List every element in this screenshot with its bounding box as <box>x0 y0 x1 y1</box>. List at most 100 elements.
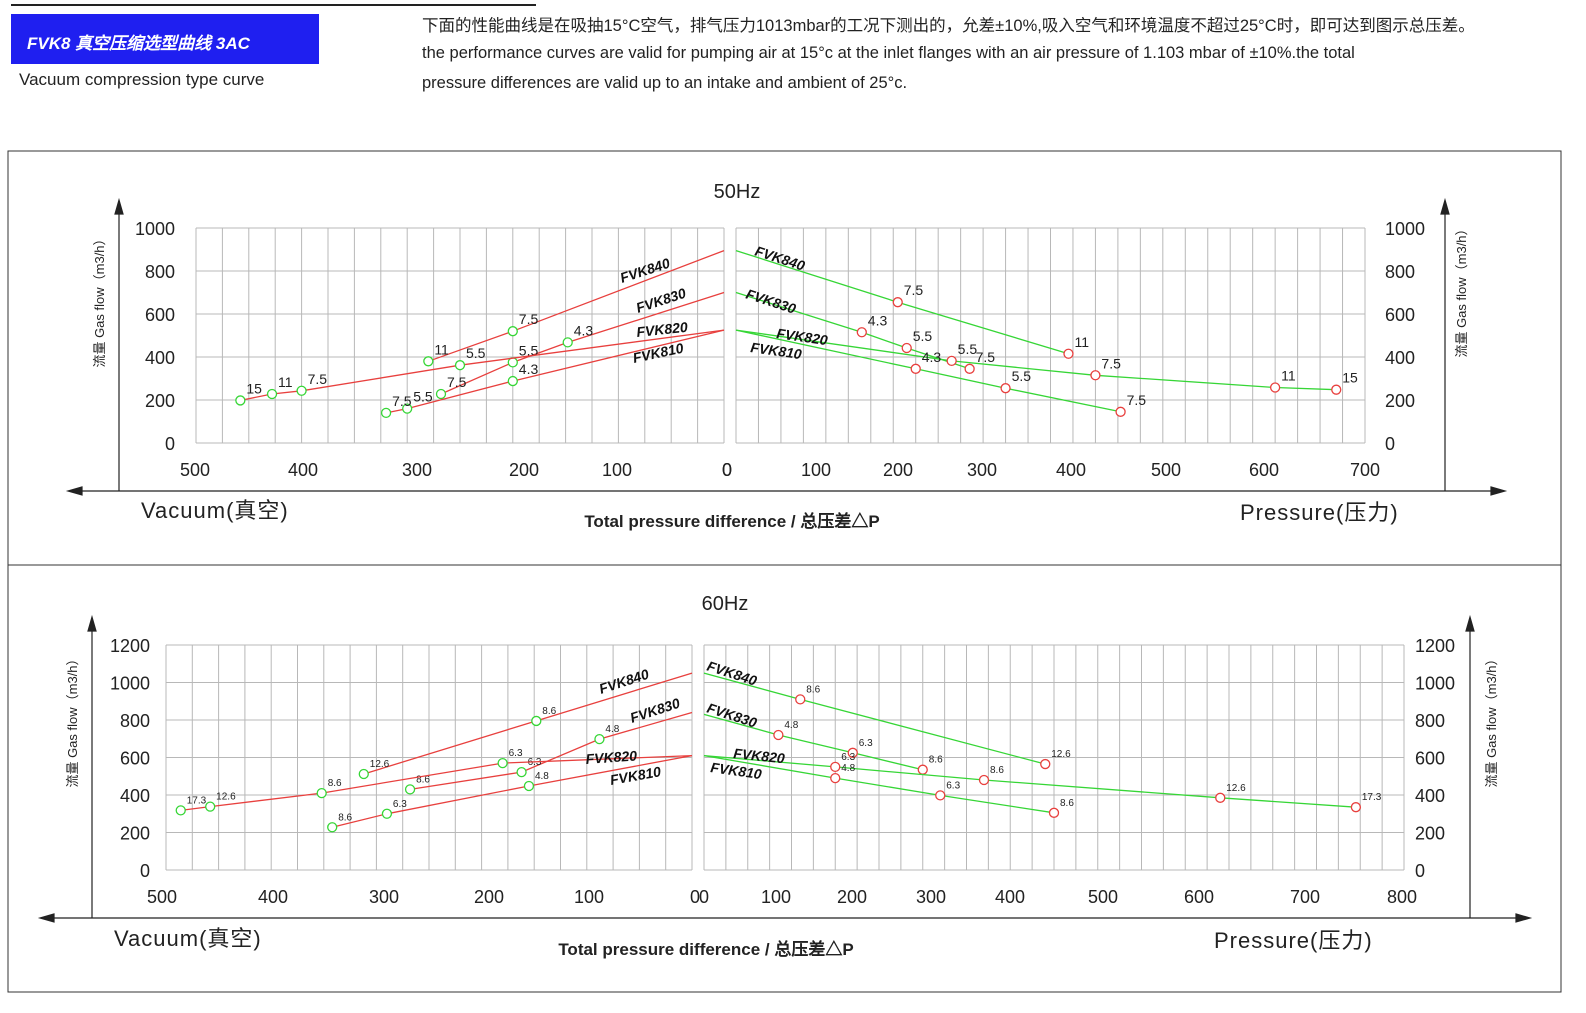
data-point <box>266 388 278 400</box>
data-point <box>1000 383 1011 394</box>
series-label: FVK830 <box>705 700 759 731</box>
x-axis-arrow-left <box>37 913 55 923</box>
x-tick-label-pressure: 0 <box>722 460 732 480</box>
data-point <box>402 403 413 414</box>
chart-title: 50Hz <box>714 181 761 203</box>
x-tick-label-pressure: 300 <box>967 460 997 480</box>
x-tick-label-vacuum: 300 <box>369 887 399 907</box>
page-title: FVK8 真空压缩选型曲线 3AC <box>27 34 250 53</box>
data-label: 17.3 <box>1362 792 1382 803</box>
data-point <box>1269 382 1281 393</box>
y-tick-label: 0 <box>165 434 175 454</box>
chart-title: 60Hz <box>702 593 749 615</box>
y-axis-arrow-left <box>114 197 124 215</box>
data-label: 12.6 <box>370 759 390 770</box>
y-tick-label: 600 <box>145 305 175 325</box>
y-axis-label: 流量 Gas flow（m3/h） <box>65 652 80 787</box>
y-tick-label: 0 <box>140 861 150 881</box>
data-label: 12.6 <box>216 792 236 803</box>
data-label: 5.5 <box>413 389 433 405</box>
data-label: 8.6 <box>416 774 430 785</box>
x-tick-label-vacuum: 100 <box>602 460 632 480</box>
data-point <box>1090 370 1101 381</box>
y-axis-label-right: 流量 Gas flow（m3/h） <box>1454 222 1469 357</box>
data-point <box>454 360 466 371</box>
data-label: 5.5 <box>1012 368 1032 384</box>
data-point <box>531 715 542 727</box>
data-label: 6.3 <box>509 748 523 759</box>
data-point <box>175 805 186 816</box>
x-tick-label-pressure: 500 <box>1088 887 1118 907</box>
data-point <box>358 768 369 780</box>
series-label: FVK840 <box>705 658 759 689</box>
x-tick-label-pressure: 700 <box>1350 460 1380 480</box>
series-line <box>703 754 1055 814</box>
data-label: 4.8 <box>605 724 619 735</box>
y-tick-label-right: 400 <box>1415 786 1445 806</box>
pressure-label: Pressure(压力) <box>1240 500 1399 525</box>
data-label: 4.3 <box>922 349 942 365</box>
series-label: FVK840 <box>597 666 651 697</box>
axes <box>65 197 1508 496</box>
y-tick-label-right: 600 <box>1415 749 1445 769</box>
data-label: 7.5 <box>519 311 539 327</box>
series-label: FVK810 <box>609 763 663 788</box>
data-label: 8.6 <box>1060 798 1074 809</box>
grid <box>195 227 1366 444</box>
x-tick-label-pressure: 500 <box>1151 460 1181 480</box>
y-tick-label: 200 <box>120 824 150 844</box>
x-tick-label-pressure: 700 <box>1290 887 1320 907</box>
note-line-1: 下面的性能曲线是在吸抽15°C空气，排气压力1013mbar的工况下测出的，允差… <box>422 17 1475 35</box>
series-line <box>735 329 1121 413</box>
data-point <box>892 297 903 308</box>
y-tick-label-right: 800 <box>1415 711 1445 731</box>
series-label: FVK830 <box>744 286 798 317</box>
data-point <box>1331 384 1342 395</box>
y-tick-label-right: 400 <box>1385 348 1415 368</box>
vacuum-label: Vacuum(真空) <box>141 498 289 523</box>
data-label: 8.6 <box>338 812 352 823</box>
data-point <box>773 729 784 741</box>
data-point <box>964 363 975 374</box>
data-label: 7.5 <box>308 371 328 387</box>
x-tick-label-vacuum: 200 <box>474 887 504 907</box>
series-label: FVK820 <box>776 325 829 348</box>
data-point <box>901 342 912 354</box>
data-point <box>847 747 858 758</box>
data-point <box>1350 802 1362 813</box>
x-tick-label-pressure: 800 <box>1387 887 1417 907</box>
x-tick-label-vacuum: 300 <box>402 460 432 480</box>
y-tick-label-right: 1000 <box>1385 219 1425 239</box>
y-tick-label: 400 <box>120 786 150 806</box>
data-point <box>316 787 327 799</box>
y-tick-label: 1200 <box>110 636 150 656</box>
data-label: 7.5 <box>976 349 996 365</box>
x-axis-arrow-right <box>1515 913 1533 923</box>
data-label: 6.3 <box>946 780 960 791</box>
series-line <box>240 329 725 402</box>
x-axis-arrow-right <box>1490 486 1508 496</box>
x-tick-label-pressure: 200 <box>883 460 913 480</box>
data-label: 12.6 <box>1226 783 1246 794</box>
series-label: FVK810 <box>631 340 685 366</box>
data-point <box>830 761 841 773</box>
grid <box>165 644 1405 871</box>
y-tick-label: 600 <box>120 749 150 769</box>
series-label: FVK830 <box>634 285 688 316</box>
series-label: FVK810 <box>710 759 763 782</box>
data-label: 4.3 <box>574 322 594 338</box>
series-label: FVK830 <box>628 695 682 726</box>
data-label: 5.5 <box>519 342 539 358</box>
data-label: 7.5 <box>1127 392 1147 408</box>
data-point <box>507 375 518 387</box>
x-tick-label-pressure: 100 <box>761 887 791 907</box>
x-tick-label-pressure: 300 <box>916 887 946 907</box>
y-tick-label-right: 0 <box>1415 861 1425 881</box>
y-tick-label: 1000 <box>135 219 175 239</box>
data-point <box>497 757 508 769</box>
data-point <box>594 733 605 745</box>
